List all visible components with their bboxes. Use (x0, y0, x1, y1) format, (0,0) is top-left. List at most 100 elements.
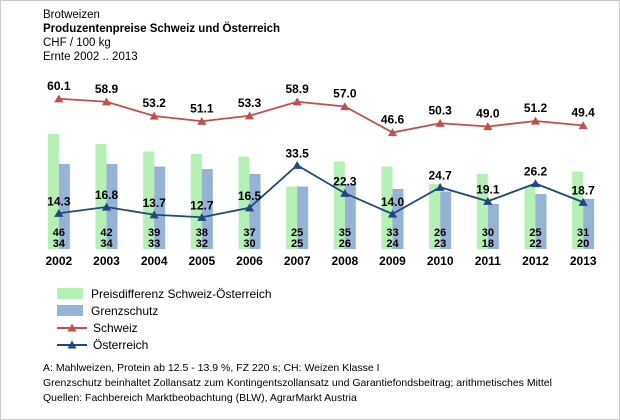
legend-item-schweiz: Schweiz (57, 319, 272, 336)
legend-item-oesterreich: Österreich (57, 336, 272, 353)
label-schweiz: 51.2 (524, 101, 548, 115)
label-preisdifferenz: 42 (100, 227, 112, 239)
label-grenzschutz: 34 (100, 238, 113, 250)
label-oesterreich: 16.5 (238, 189, 262, 203)
marker-oesterreich-icon (483, 197, 493, 205)
label-schweiz: 53.3 (238, 96, 262, 110)
label-schweiz: 58.9 (95, 82, 119, 96)
bar-preisdifferenz (286, 186, 298, 249)
x-tick-label: 2011 (475, 254, 501, 268)
legend-item-preisdifferenz: Preisdifferenz Schweiz-Österreich (57, 285, 272, 302)
legend-line-marker-icon (57, 340, 87, 348)
label-oesterreich: 22.3 (333, 174, 357, 188)
period-label: Ernte 2002 .. 2013 (43, 51, 138, 63)
label-oesterreich: 33.5 (285, 146, 309, 160)
legend-swatch-preisdifferenz-icon (57, 288, 83, 299)
x-tick-label: 2008 (331, 254, 358, 268)
label-preisdifferenz: 31 (577, 227, 589, 239)
legend-label-grenzschutz: Grenzschutz (91, 303, 159, 318)
marker-schweiz-icon (387, 128, 398, 137)
marker-oesterreich-icon (435, 183, 445, 191)
unit-label: CHF / 100 kg (43, 37, 111, 49)
bar-preisdifferenz (381, 166, 393, 249)
bar-grenzschutz (535, 194, 547, 249)
x-tick-label: 2006 (236, 254, 263, 268)
page-title: Produzentenpreise Schweiz und Österreich (43, 23, 281, 35)
bar-preisdifferenz (238, 156, 250, 249)
footnote-grenzschutz: Grenzschutz beinhaltet Zollansatz zum Ko… (43, 377, 552, 389)
marker-oesterreich-icon (578, 198, 588, 206)
bar-grenzschutz (440, 191, 452, 249)
marker-schweiz-icon (101, 97, 112, 106)
bar-grenzschutz (58, 164, 70, 249)
label-schweiz: 58.9 (285, 82, 309, 96)
label-schweiz: 50.3 (428, 103, 452, 117)
combo-chart: 60.114.34634200258.916.84234200353.213.7… (45, 79, 597, 268)
label-oesterreich: 12.7 (190, 198, 214, 212)
label-grenzschutz: 32 (196, 238, 208, 250)
x-tick-label: 2003 (93, 254, 120, 268)
footnote-quality: A: Mahlweizen, Protein ab 12.5 - 13.9 %,… (43, 362, 380, 374)
commodity-title: Brotweizen (43, 9, 100, 21)
x-tick-label: 2007 (284, 254, 311, 268)
bar-preisdifferenz (143, 151, 155, 249)
bar-preisdifferenz (524, 186, 536, 249)
label-schweiz: 60.1 (47, 79, 71, 93)
bar-preisdifferenz (476, 174, 488, 249)
legend-line-marker-icon (57, 323, 87, 331)
bar-grenzschutz (392, 189, 404, 249)
marker-oesterreich-icon (54, 209, 64, 217)
label-preisdifferenz: 25 (291, 227, 303, 239)
bar-grenzschutz (487, 204, 499, 249)
x-tick-label: 2010 (427, 254, 454, 268)
x-tick-label: 2012 (522, 254, 549, 268)
label-grenzschutz: 33 (148, 238, 160, 250)
bar-grenzschutz (106, 164, 118, 249)
label-oesterreich: 14.0 (381, 195, 405, 209)
label-schweiz: 51.1 (190, 101, 214, 115)
legend-item-grenzschutz: Grenzschutz (57, 302, 272, 319)
marker-oesterreich-icon (197, 213, 207, 221)
footnote-sources: Quellen: Fachbereich Marktbeobachtung (B… (43, 392, 357, 404)
label-preisdifferenz: 26 (434, 227, 446, 239)
label-preisdifferenz: 35 (339, 227, 351, 239)
marker-schweiz-icon (197, 117, 207, 125)
bar-preisdifferenz (429, 184, 441, 249)
label-oesterreich: 19.1 (476, 182, 500, 196)
bar-preisdifferenz (95, 144, 107, 249)
label-grenzschutz: 25 (291, 238, 303, 250)
chart-header: Brotweizen Produzentenpreise Schweiz und… (43, 8, 280, 64)
label-preisdifferenz: 30 (482, 227, 494, 239)
marker-oesterreich-icon (387, 209, 398, 218)
marker-schweiz-icon (530, 116, 541, 125)
label-schweiz: 57.0 (333, 87, 357, 101)
bar-preisdifferenz (572, 171, 584, 249)
legend-label-schweiz: Schweiz (93, 320, 138, 335)
bar-grenzschutz (583, 199, 595, 249)
label-preisdifferenz: 46 (53, 227, 65, 239)
x-tick-label: 2005 (188, 254, 215, 268)
label-preisdifferenz: 25 (529, 227, 541, 239)
label-grenzschutz: 34 (53, 238, 66, 250)
bar-grenzschutz (297, 186, 309, 249)
label-oesterreich: 13.7 (142, 196, 166, 210)
marker-oesterreich-icon (292, 161, 302, 169)
label-grenzschutz: 23 (434, 238, 446, 250)
legend-swatch-grenzschutz-icon (57, 305, 83, 316)
label-preisdifferenz: 38 (196, 227, 208, 239)
line-oesterreich (58, 164, 584, 219)
x-tick-label: 2009 (379, 254, 406, 268)
marker-schweiz-icon (54, 94, 64, 103)
x-tick-label: 2002 (45, 254, 72, 268)
label-schweiz: 49.4 (571, 106, 595, 120)
marker-schweiz-icon (149, 111, 159, 120)
footnotes: A: Mahlweizen, Protein ab 12.5 - 13.9 %,… (43, 361, 552, 406)
marker-schweiz-icon (244, 111, 255, 120)
bar-grenzschutz (154, 166, 166, 249)
bar-grenzschutz (344, 184, 356, 249)
label-grenzschutz: 24 (386, 238, 399, 250)
marker-oesterreich-icon (530, 179, 541, 188)
label-oesterreich: 14.3 (47, 194, 71, 208)
x-tick-label: 2013 (570, 254, 597, 268)
line-schweiz (58, 97, 584, 134)
